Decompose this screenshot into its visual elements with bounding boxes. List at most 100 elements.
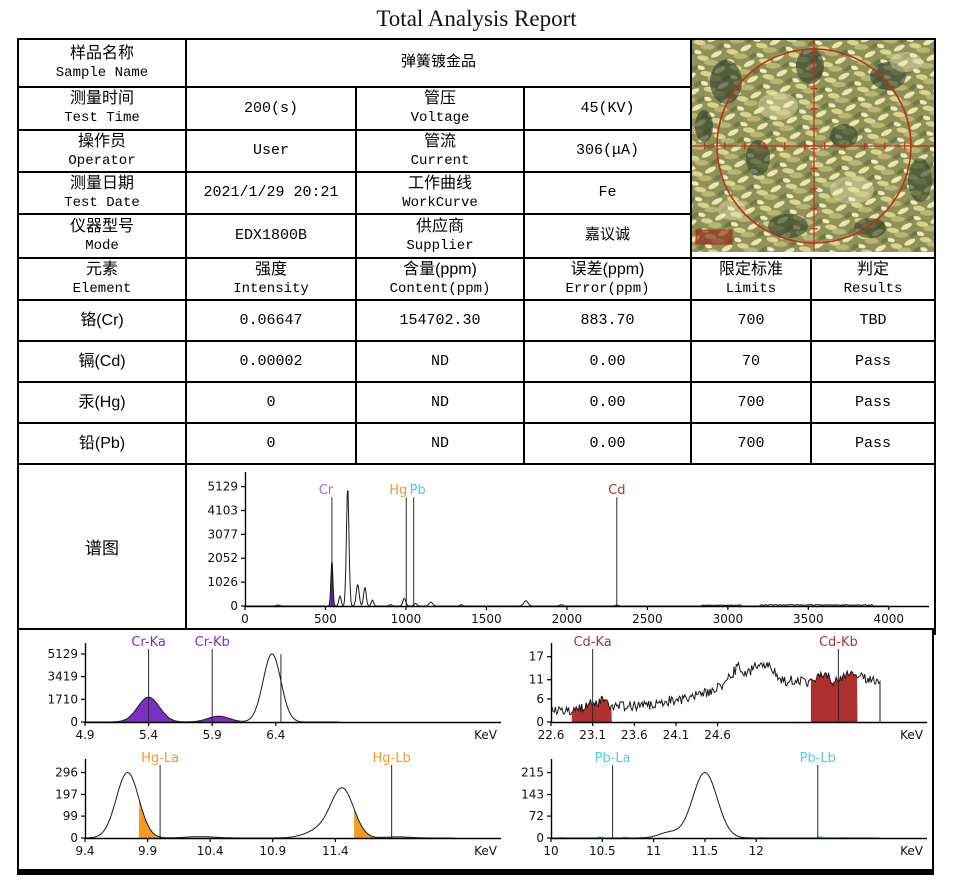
svg-text:4.9: 4.9 xyxy=(75,728,94,742)
svg-text:1026: 1026 xyxy=(207,575,238,589)
svg-text:Hg-La: Hg-La xyxy=(141,751,179,766)
svg-text:24.1: 24.1 xyxy=(663,728,690,742)
info-label-supplier-en: Supplier xyxy=(406,237,474,254)
svg-text:2052: 2052 xyxy=(207,551,238,565)
info-value-supplier: 嘉议诚 xyxy=(523,212,692,260)
header-limits-cn: 限定标准 xyxy=(718,261,783,278)
svg-text:12: 12 xyxy=(749,844,764,858)
info-label-operator-cn: 操作员 xyxy=(77,132,126,150)
info-value-sample: 弹簧镀金品 xyxy=(185,37,692,89)
svg-text:Pb-La: Pb-La xyxy=(595,751,631,766)
info-label-mode: 仪器型号 Mode xyxy=(17,212,187,260)
svg-text:0: 0 xyxy=(230,599,238,613)
hg-spectrum-chart: Hg-La Hg-Lb 0 99 197 296 9.4 9.9 10.4 10.9 11.4 KeV xyxy=(55,751,501,858)
info-value-workcurve: Fe xyxy=(523,170,692,215)
shadow-patches xyxy=(695,48,932,238)
header-content-en: Content(ppm) xyxy=(389,281,491,297)
svg-text:1500: 1500 xyxy=(471,612,502,626)
svg-text:2000: 2000 xyxy=(552,612,583,626)
info-label-operator-en: Operator xyxy=(68,152,136,169)
info-label-mode-cn: 仪器型号 xyxy=(69,217,134,235)
info-value-current: 306(μA) xyxy=(523,128,692,173)
svg-text:5129: 5129 xyxy=(47,647,78,661)
cell-content: ND xyxy=(355,422,525,465)
header-content: 含量(ppm) Content(ppm) xyxy=(355,257,525,301)
info-label-voltage: 管压 Voltage xyxy=(355,86,525,131)
info-value-date: 2021/1/29 20:21 xyxy=(185,170,357,215)
cell-content: ND xyxy=(355,381,525,424)
header-error-en: Error(ppm) xyxy=(565,281,650,297)
svg-text:23.6: 23.6 xyxy=(621,728,648,742)
cell-limits: 700 xyxy=(690,381,812,424)
info-label-current-cn: 管流 xyxy=(423,132,456,150)
info-value-mode: EDX1800B xyxy=(185,212,357,260)
cd-spectrum-chart: Cd-Ka Cd-Kb 0 6 11 17 22.6 23.1 23.6 24.1 24.6 KeV xyxy=(529,635,927,742)
header-intensity: 强度 Intensity xyxy=(185,257,357,301)
table-row-cd: 镉(Cd) 0.00002 ND 0.00 70 Pass xyxy=(17,340,936,383)
svg-text:Pb-Lb: Pb-Lb xyxy=(800,751,836,766)
cell-result: TBD xyxy=(810,299,936,342)
svg-text:23.1: 23.1 xyxy=(579,728,606,742)
info-label-date-en: Test Date xyxy=(64,194,140,211)
svg-text:Cr-Ka: Cr-Ka xyxy=(131,635,166,650)
cell-limits: 700 xyxy=(690,422,812,465)
svg-text:2500: 2500 xyxy=(632,612,663,626)
sample-photo xyxy=(693,41,933,252)
svg-text:Hg: Hg xyxy=(389,483,407,498)
header-results: 判定 Results xyxy=(810,257,936,301)
highlight-patches xyxy=(718,52,922,220)
main-spectrum-cell: Cr Hg Pb Cd 0 1026 2052 3077 4103 5129 0 500 1000 150… xyxy=(185,463,936,635)
info-label-sample: 样品名称 Sample Name xyxy=(17,37,187,89)
table-row-pb: 铅(Pb) 0 ND 0.00 700 Pass xyxy=(17,422,936,465)
svg-text:0: 0 xyxy=(536,831,544,845)
svg-text:11.5: 11.5 xyxy=(692,844,719,858)
info-label-time-en: Test Time xyxy=(64,110,140,127)
info-label-voltage-cn: 管压 xyxy=(423,90,456,108)
cell-error: 0.00 xyxy=(523,422,692,465)
svg-text:Cd: Cd xyxy=(608,483,625,498)
svg-text:11: 11 xyxy=(529,673,544,687)
svg-text:11: 11 xyxy=(646,844,661,858)
info-label-sample-cn: 样品名称 xyxy=(69,45,134,63)
scale-marker-box xyxy=(695,229,733,245)
header-element-en: Element xyxy=(72,281,132,297)
info-value-voltage: 45(KV) xyxy=(523,86,692,131)
svg-text:KeV: KeV xyxy=(474,844,498,858)
header-results-en: Results xyxy=(843,281,903,297)
cell-content: 154702.30 xyxy=(355,299,525,342)
svg-text:197: 197 xyxy=(55,787,78,801)
svg-text:Cd-Ka: Cd-Ka xyxy=(573,635,611,650)
cell-intensity: 0.00002 xyxy=(185,340,357,383)
svg-text:Cr: Cr xyxy=(319,483,334,498)
cell-result: Pass xyxy=(810,381,936,424)
measurement-reticle xyxy=(693,41,933,252)
svg-text:3000: 3000 xyxy=(713,612,744,626)
cell-intensity: 0.06647 xyxy=(185,299,357,342)
info-label-supplier-cn: 供应商 xyxy=(415,217,464,235)
info-label-supplier: 供应商 Supplier xyxy=(355,212,525,260)
table-row-hg: 汞(Hg) 0 ND 0.00 700 Pass xyxy=(17,381,936,424)
svg-text:1710: 1710 xyxy=(47,692,78,706)
cell-error: 0.00 xyxy=(523,340,692,383)
header-results-cn: 判定 xyxy=(856,261,889,278)
info-label-current-en: Current xyxy=(410,152,470,169)
cell-element: 汞(Hg) xyxy=(17,381,187,424)
svg-text:0: 0 xyxy=(241,612,249,626)
svg-text:5.4: 5.4 xyxy=(139,728,158,742)
element-table-header: 元素 Element 强度 Intensity 含量(ppm) Content(… xyxy=(17,257,936,301)
svg-text:72: 72 xyxy=(529,809,544,823)
svg-text:0: 0 xyxy=(536,715,544,729)
cell-element: 镉(Cd) xyxy=(17,340,187,383)
svg-text:3077: 3077 xyxy=(207,527,238,541)
svg-text:11.4: 11.4 xyxy=(322,844,349,858)
svg-text:6.4: 6.4 xyxy=(266,728,285,742)
table-row-cr: 铬(Cr) 0.06647 154702.30 883.70 700 TBD xyxy=(17,299,936,342)
svg-text:10.5: 10.5 xyxy=(589,844,616,858)
svg-text:10: 10 xyxy=(543,844,558,858)
cell-limits: 700 xyxy=(690,299,812,342)
svg-text:143: 143 xyxy=(521,788,544,802)
header-limits: 限定标准 Limits xyxy=(690,257,812,301)
info-label-date: 测量日期 Test Date xyxy=(17,170,187,215)
svg-text:KeV: KeV xyxy=(474,728,498,742)
